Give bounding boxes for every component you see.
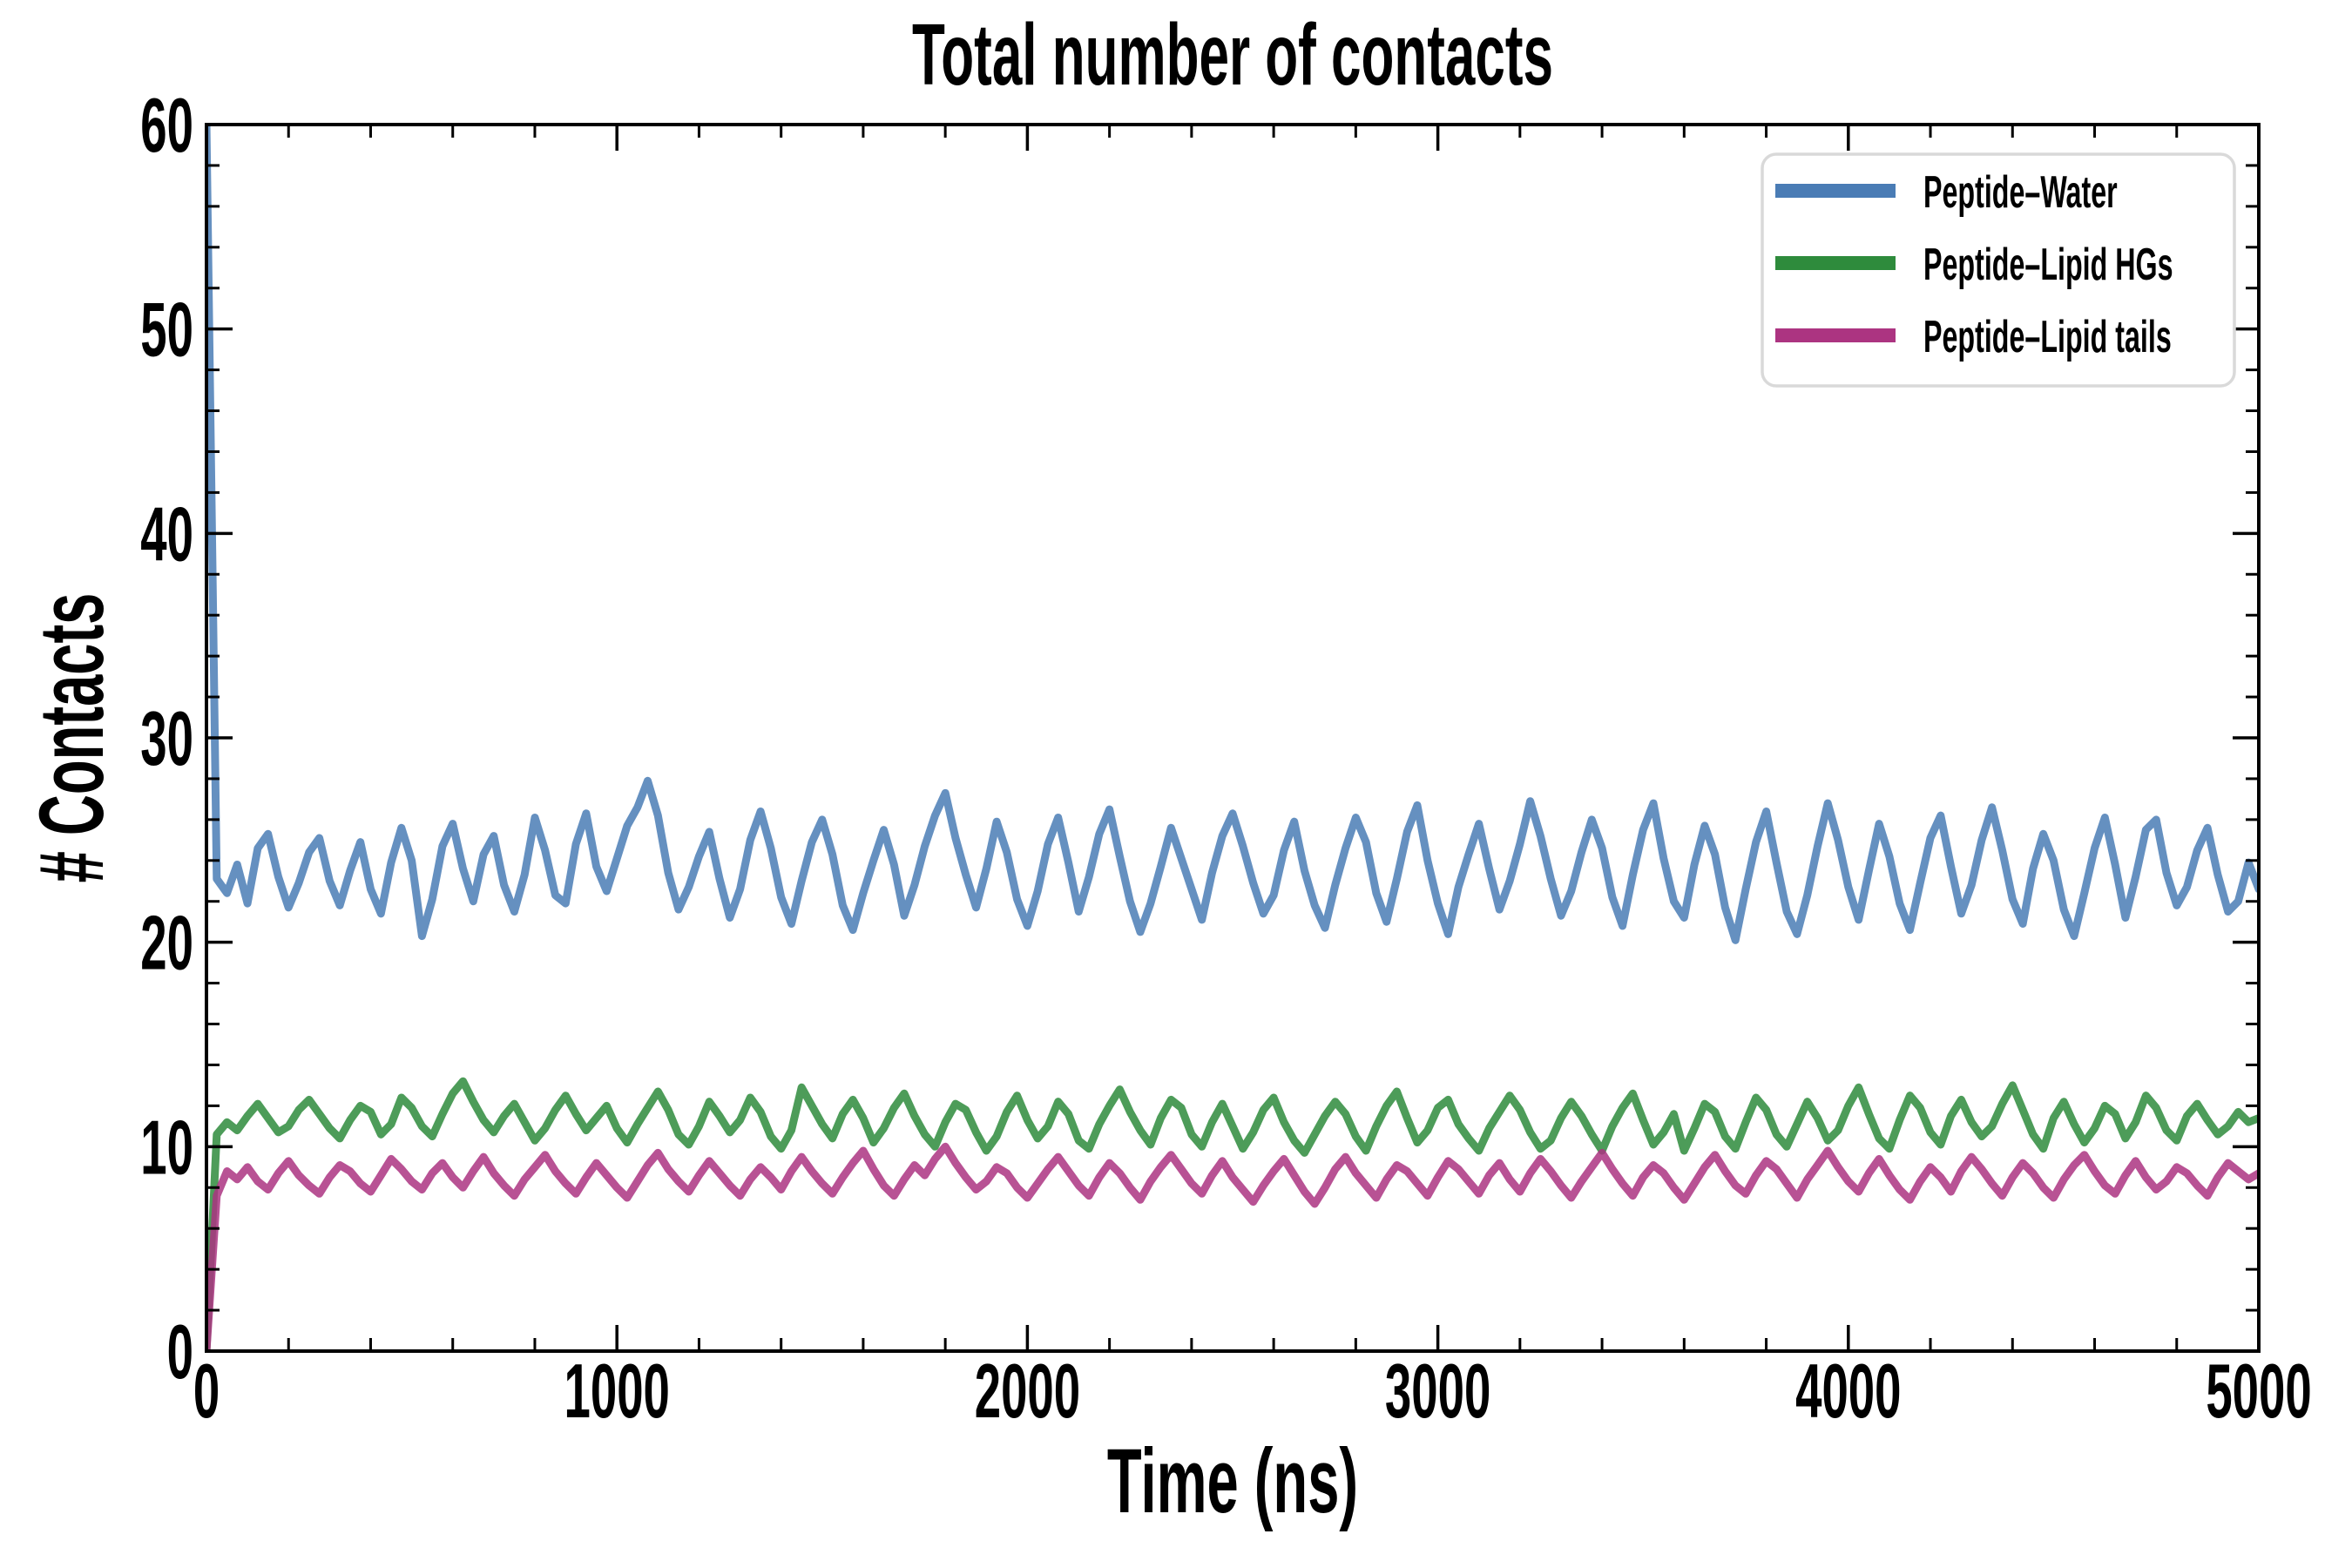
series-line-peptide-lipid-hgs bbox=[206, 1077, 2259, 1351]
y-axis-label: # Contacts bbox=[20, 593, 123, 883]
x-tick-label: 4000 bbox=[1795, 1348, 1901, 1435]
series-line-peptide-lipid-tails bbox=[206, 1142, 2259, 1351]
series-lines bbox=[206, 125, 2259, 1351]
x-tick-label: 3000 bbox=[1385, 1348, 1490, 1435]
x-tick-label: 2000 bbox=[975, 1348, 1080, 1435]
legend-label-peptide-lipid-hgs: Peptide–Lipid HGs bbox=[1923, 240, 2173, 290]
x-tick-label: 0 bbox=[193, 1348, 220, 1435]
y-tick-label: 0 bbox=[167, 1309, 193, 1396]
x-axis-label: Time (ns) bbox=[1107, 1429, 1358, 1532]
axis-tick-labels: 0 1000 2000 3000 4000 5000 0 10 20 30 40 50 60 bbox=[140, 83, 2311, 1435]
chart-title: Total number of contacts bbox=[912, 6, 1553, 104]
y-tick-label: 40 bbox=[140, 491, 193, 578]
x-tick-label: 1000 bbox=[564, 1348, 670, 1435]
y-tick-label: 10 bbox=[140, 1105, 193, 1191]
axis-ticks bbox=[205, 123, 2261, 1353]
legend-box bbox=[1761, 152, 2236, 388]
legend: Peptide–Water Peptide–Lipid HGs Peptide–Li… bbox=[1761, 152, 2236, 388]
y-tick-label: 20 bbox=[140, 900, 193, 986]
series-line-peptide-water bbox=[206, 125, 2259, 944]
y-tick-label: 60 bbox=[140, 83, 193, 169]
x-tick-label: 5000 bbox=[2206, 1348, 2311, 1435]
legend-label-peptide-water: Peptide–Water bbox=[1923, 167, 2118, 218]
y-tick-label: 30 bbox=[140, 696, 193, 782]
legend-label-peptide-lipid-tails: Peptide–Lipid tails bbox=[1923, 312, 2172, 362]
y-tick-label: 50 bbox=[140, 287, 193, 373]
